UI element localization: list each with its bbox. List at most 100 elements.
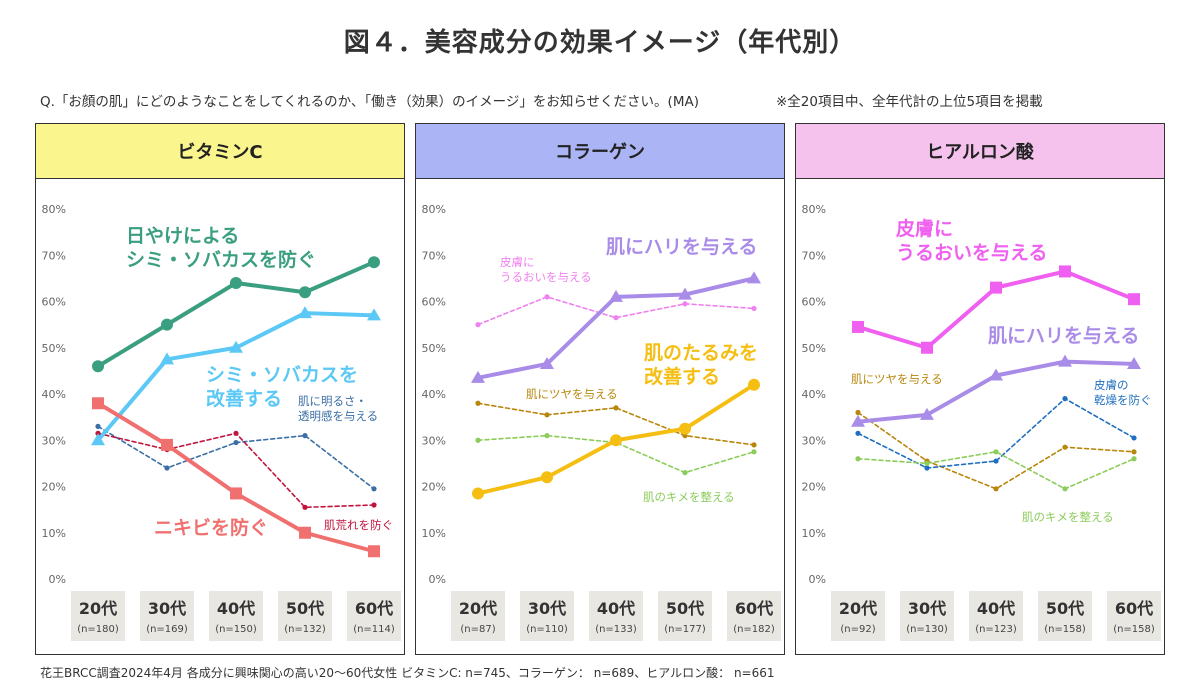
x-sample-size-label: (n=114) <box>353 624 395 635</box>
data-point <box>544 294 550 300</box>
survey-question: Q.「お顔の肌」にどのようなことをしてくれるのか、「働き（効果）のイメージ」をお… <box>40 94 699 110</box>
series-label: 肌のたるみを改善する <box>644 342 758 388</box>
x-tick-label: 50代 <box>666 599 704 618</box>
x-tick-label: 20代 <box>839 599 877 618</box>
x-sample-size-label: (n=132) <box>284 624 326 635</box>
x-tick-label: 20代 <box>459 599 497 618</box>
data-point <box>679 422 691 435</box>
x-category-box <box>900 591 954 641</box>
x-category-box <box>209 591 263 641</box>
data-point <box>371 502 377 508</box>
y-tick-label: 40% <box>802 388 826 401</box>
y-tick-label: 50% <box>42 342 66 355</box>
data-point <box>1127 356 1141 369</box>
data-point <box>367 308 381 321</box>
data-point <box>1131 449 1137 455</box>
y-tick-label: 10% <box>802 527 826 540</box>
x-sample-size-label: (n=158) <box>1044 624 1086 635</box>
x-tick-label: 40代 <box>977 599 1015 618</box>
panel-title: ヒアルロン酸 <box>796 124 1164 179</box>
y-tick-label: 70% <box>422 249 446 262</box>
y-tick-label: 60% <box>802 296 826 309</box>
series-label: 皮膚にうるおいを与える <box>896 217 1047 264</box>
data-point <box>299 286 311 299</box>
series-label: 肌に明るさ・透明感を与える <box>298 394 378 423</box>
data-point <box>855 456 861 462</box>
data-point <box>751 449 757 455</box>
data-point <box>544 433 550 439</box>
data-point <box>682 470 688 476</box>
data-point <box>678 287 692 300</box>
series-label: 肌にツヤを与える <box>851 372 943 386</box>
series-label: 肌のキメを整える <box>1022 510 1114 524</box>
data-point <box>541 471 553 484</box>
data-point <box>852 320 864 333</box>
x-tick-label: 30代 <box>148 599 186 618</box>
data-point <box>1059 265 1071 278</box>
x-sample-size-label: (n=177) <box>664 624 706 635</box>
series-label: 肌のキメを整える <box>643 490 735 504</box>
data-point <box>95 423 101 429</box>
data-point <box>302 504 308 510</box>
series-label: 皮膚の乾燥を防ぐ <box>1094 378 1152 407</box>
y-tick-label: 30% <box>802 434 826 447</box>
y-tick-label: 20% <box>42 481 66 494</box>
data-point <box>990 281 1002 294</box>
y-tick-label: 0% <box>49 573 66 586</box>
data-point <box>993 458 999 464</box>
data-point <box>1131 456 1137 462</box>
data-point <box>368 256 380 269</box>
x-sample-size-label: (n=110) <box>526 624 568 635</box>
x-category-box <box>1038 591 1092 641</box>
data-point <box>1062 396 1068 402</box>
chart-panel-hyaluronic-acid: ヒアルロン酸 0% 10% 20% 30% 40% 50% 60% 70% 80% 20代 (n=9… <box>795 123 1165 655</box>
item-note: ※全20項目中、全年代計の上位5項目を掲載 <box>776 94 1043 110</box>
x-category-box <box>727 591 781 641</box>
series-label: 肌荒れを防ぐ <box>324 518 393 532</box>
x-sample-size-label: (n=133) <box>595 624 637 635</box>
chart-panel-collagen: コラーゲン 0% 10% 20% 30% 40% 50% 60% 70% 80% 20代 (n=87… <box>415 123 785 655</box>
data-point <box>299 526 311 539</box>
data-point <box>855 430 861 436</box>
data-point <box>609 289 623 302</box>
footnote: 花王BRCC調査2024年4月 各成分に興味関心の高い20～60代女性 ビタミン… <box>40 666 775 680</box>
x-tick-label: 40代 <box>597 599 635 618</box>
series-label: シミ・ソバカスを改善する <box>206 364 358 410</box>
page-title: 図４．美容成分の効果イメージ（年代別） <box>343 28 857 58</box>
y-tick-label: 30% <box>422 434 446 447</box>
x-sample-size-label: (n=169) <box>146 624 188 635</box>
data-point <box>613 405 619 411</box>
data-point <box>475 322 481 328</box>
data-point <box>751 305 757 312</box>
x-category-box <box>658 591 712 641</box>
x-sample-size-label: (n=180) <box>77 624 119 635</box>
line-chart-vitamin-c: 0% 10% 20% 30% 40% 50% 60% 70% 80% 20代 (n=180) 30代 (… <box>42 203 401 641</box>
line-chart-collagen: 0% 10% 20% 30% 40% 50% 60% 70% 80% 20代 (n=87) 30代 (n… <box>422 203 781 641</box>
x-tick-label: 20代 <box>79 599 117 618</box>
x-category-box <box>451 591 505 641</box>
data-point <box>233 430 239 436</box>
y-tick-label: 80% <box>802 203 826 216</box>
y-tick-label: 60% <box>42 296 66 309</box>
y-tick-label: 50% <box>802 342 826 355</box>
series-line <box>857 451 1135 490</box>
x-category-box <box>589 591 643 641</box>
data-point <box>471 370 485 383</box>
x-tick-label: 60代 <box>355 599 393 618</box>
data-point <box>472 487 484 500</box>
x-tick-label: 60代 <box>735 599 773 618</box>
y-tick-label: 40% <box>422 388 446 401</box>
data-point <box>1062 486 1068 492</box>
data-point <box>1131 435 1137 441</box>
data-point <box>851 414 865 427</box>
series-label: 肌にツヤを与える <box>526 387 618 401</box>
data-point <box>540 356 554 369</box>
data-point <box>747 271 761 284</box>
x-category-box <box>520 591 574 641</box>
panel-title: コラーゲン <box>416 124 784 179</box>
data-point <box>924 460 930 466</box>
y-tick-label: 60% <box>422 296 446 309</box>
data-point <box>161 318 173 331</box>
y-tick-label: 30% <box>42 434 66 447</box>
data-point <box>229 340 243 353</box>
